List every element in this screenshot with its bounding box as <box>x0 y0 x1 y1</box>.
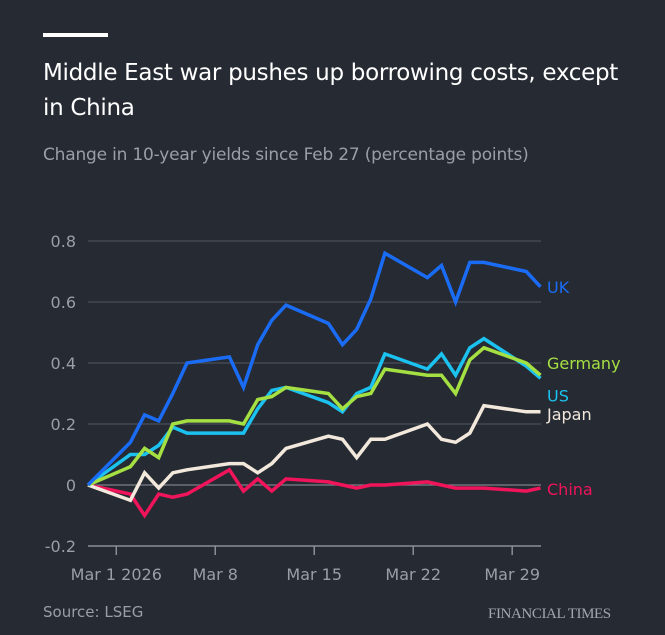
series-line-japan <box>87 403 541 503</box>
series-lines <box>86 250 542 519</box>
ft-logo-text: FINANCIAL TIMES <box>488 606 611 622</box>
series-label-japan: Japan <box>546 405 592 424</box>
x-tick-label: Mar 15 <box>286 565 342 584</box>
y-tick-label: 0.6 <box>51 293 76 312</box>
y-tick-label: 0 <box>66 476 76 495</box>
series-label-china: China <box>547 480 593 499</box>
source-note: Source: LSEG <box>43 603 144 621</box>
series-line-germany <box>87 345 542 487</box>
series-line-china <box>87 467 541 519</box>
y-axis-labels: 0.8 0.6 0.4 0.2 0 -0.2 <box>45 232 76 556</box>
series-line-uk <box>86 250 542 487</box>
chart-subtitle: Change in 10-year yields since Feb 27 (p… <box>43 145 529 165</box>
chart-title: Middle East war pushes up borrowing cost… <box>43 60 618 121</box>
line-chart: 0.80.60.40.20-0.2 Mar 1 2026 Mar 8 Mar 15 M… <box>45 232 621 584</box>
y-tick-label: 0.4 <box>51 354 76 373</box>
x-tick-label: Mar 1 2026 <box>71 565 162 584</box>
series-label-uk: UK <box>547 278 570 297</box>
x-tick-label: Mar 8 <box>193 565 238 584</box>
x-axis: Mar 1 2026 Mar 8 Mar 15 Mar 22 Mar 29 <box>71 546 540 584</box>
y-tick-label: 0.2 <box>51 415 76 434</box>
y-tick-label: 0.8 <box>51 232 76 251</box>
x-tick-label: Mar 22 <box>385 565 441 584</box>
title-accent-bar <box>43 33 108 37</box>
series-label-germany: Germany <box>547 354 621 373</box>
x-tick-label: Mar 29 <box>484 565 540 584</box>
series-label-us: US <box>547 386 569 405</box>
y-tick-label: -0.2 <box>45 537 76 556</box>
series-line-us <box>86 336 542 487</box>
